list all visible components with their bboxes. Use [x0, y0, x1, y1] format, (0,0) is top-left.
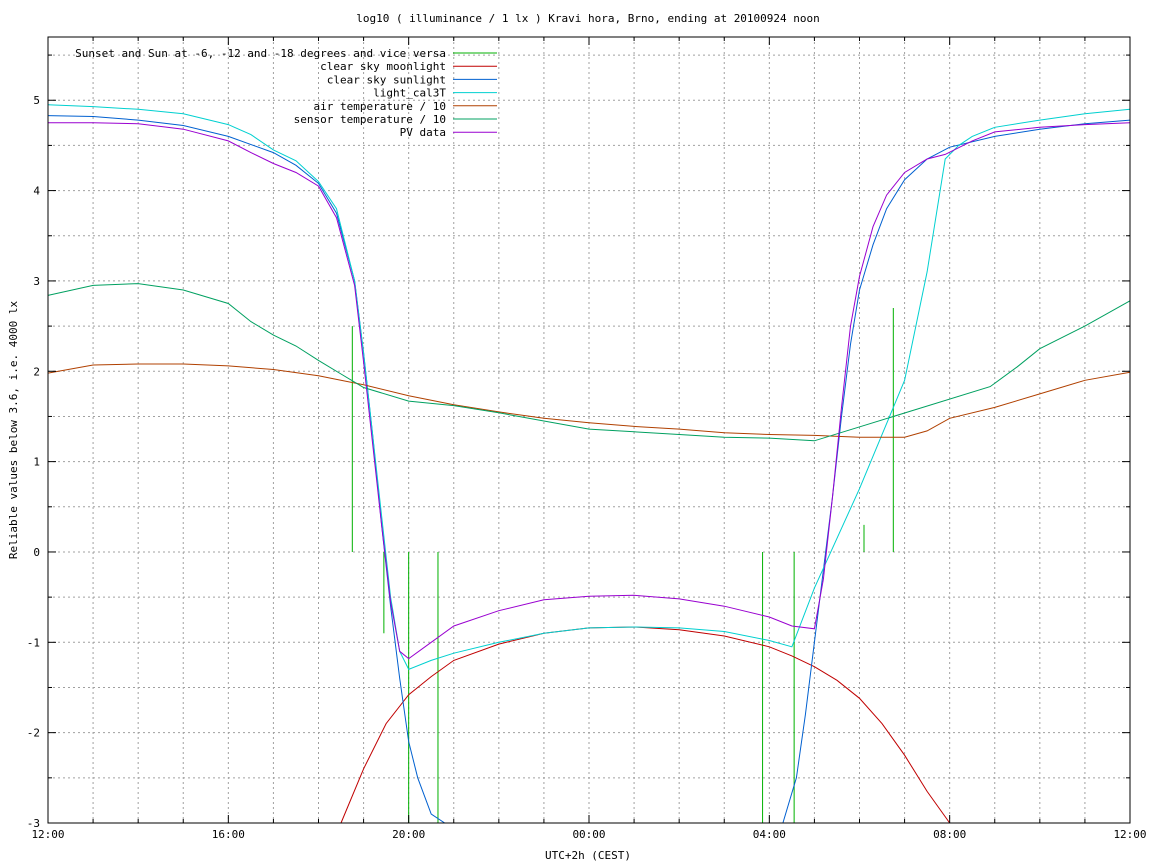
- legend-label: clear sky sunlight: [327, 73, 446, 86]
- chart-title: log10 ( illuminance / 1 lx ) Kravi hora,…: [356, 12, 820, 25]
- series-line-5: [47, 363, 1131, 438]
- legend: Sunset and Sun at -6, -12 and -18 degree…: [75, 47, 497, 139]
- series-line-4: [47, 104, 1131, 671]
- y-tick-label: -2: [27, 727, 40, 740]
- y-tick-label: 0: [33, 546, 40, 559]
- axes: 12:00 16:00 20:00 00:00 04:00 08:00 12:00-3-2-…: [27, 37, 1147, 841]
- legend-label: air temperature / 10: [314, 100, 446, 113]
- x-tick-label: 04:00: [753, 828, 786, 841]
- x-axis-label: UTC+2h (CEST): [545, 849, 631, 862]
- y-tick-label: 2: [33, 365, 40, 378]
- series-line-7: [48, 122, 1131, 660]
- series-line-2: [340, 626, 951, 824]
- x-tick-label: 20:00: [392, 828, 425, 841]
- x-tick-label: 12:00: [31, 828, 64, 841]
- x-tick-label: 16:00: [212, 828, 245, 841]
- y-tick-label: 1: [33, 456, 40, 469]
- legend-label: light_cal3T: [373, 87, 446, 100]
- y-tick-label: 3: [33, 275, 40, 288]
- legend-label: clear sky moonlight: [320, 60, 446, 73]
- y-tick-label: -1: [27, 636, 40, 649]
- legend-label: PV data: [400, 126, 446, 139]
- series-line-6: [47, 283, 1131, 442]
- x-tick-label: 12:00: [1113, 828, 1146, 841]
- y-tick-label: -3: [27, 817, 40, 830]
- y-axis-label: Reliable values below 3.6, i.e. 4000 lx: [7, 300, 20, 559]
- legend-label: Sunset and Sun at -6, -12 and -18 degree…: [75, 47, 446, 60]
- y-tick-label: 4: [33, 185, 40, 198]
- series-layer: [47, 104, 1131, 824]
- x-tick-label: 08:00: [933, 828, 966, 841]
- y-tick-label: 5: [33, 94, 40, 107]
- legend-label: sensor temperature / 10: [294, 113, 446, 126]
- x-tick-label: 00:00: [572, 828, 605, 841]
